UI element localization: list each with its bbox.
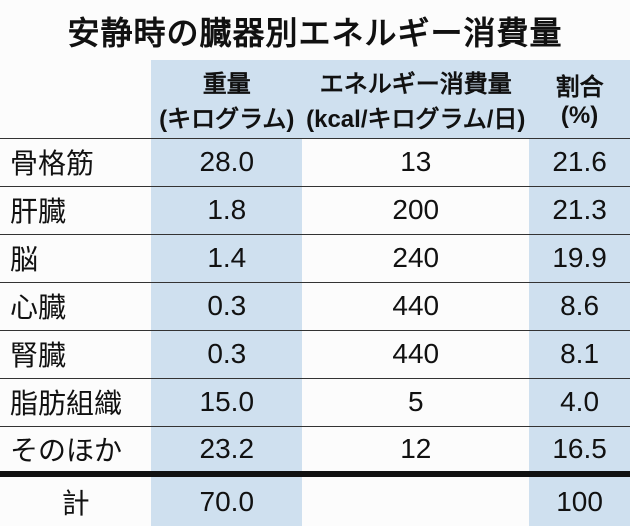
header-energy: エネルギー消費量 (kcal/キログラム/日): [302, 60, 529, 138]
header-weight-l2: (キログラム): [151, 99, 302, 134]
header-percent-l1: 割合: [529, 67, 630, 102]
header-energy-l1: エネルギー消費量: [302, 64, 529, 99]
table-row: 腎臓 0.3 440 8.1: [0, 330, 630, 378]
header-blank: [0, 60, 151, 138]
row-percent: 8.6: [529, 282, 630, 330]
total-energy: [302, 474, 529, 526]
row-percent: 8.1: [529, 330, 630, 378]
row-weight: 0.3: [151, 282, 302, 330]
row-name: そのほか: [0, 426, 151, 474]
table-body: 骨格筋 28.0 13 21.6 肝臓 1.8 200 21.3 脳 1.4 2…: [0, 138, 630, 474]
total-name: 計: [0, 474, 151, 526]
header-energy-l2: (kcal/キログラム/日): [302, 99, 529, 134]
row-percent: 4.0: [529, 378, 630, 426]
row-weight: 0.3: [151, 330, 302, 378]
table-row: 脂肪組織 15.0 5 4.0: [0, 378, 630, 426]
row-energy: 240: [302, 234, 529, 282]
row-energy: 12: [302, 426, 529, 474]
table-row: 肝臓 1.8 200 21.3: [0, 186, 630, 234]
row-percent: 21.6: [529, 138, 630, 186]
row-energy: 440: [302, 330, 529, 378]
total-row: 計 70.0 100: [0, 474, 630, 526]
table-row: 心臓 0.3 440 8.6: [0, 282, 630, 330]
row-percent: 16.5: [529, 426, 630, 474]
row-name: 脂肪組織: [0, 378, 151, 426]
row-percent: 21.3: [529, 186, 630, 234]
row-percent: 19.9: [529, 234, 630, 282]
row-energy: 13: [302, 138, 529, 186]
header-weight: 重量 (キログラム): [151, 60, 302, 138]
table-row: 脳 1.4 240 19.9: [0, 234, 630, 282]
total-weight: 70.0: [151, 474, 302, 526]
row-weight: 28.0: [151, 138, 302, 186]
row-name: 肝臓: [0, 186, 151, 234]
energy-table: 重量 (キログラム) エネルギー消費量 (kcal/キログラム/日) 割合 (%…: [0, 60, 630, 526]
row-name: 脳: [0, 234, 151, 282]
header-percent-l2: (%): [529, 102, 630, 130]
row-name: 骨格筋: [0, 138, 151, 186]
table-row: 骨格筋 28.0 13 21.6: [0, 138, 630, 186]
header-weight-l1: 重量: [151, 64, 302, 99]
header-percent: 割合 (%): [529, 60, 630, 138]
row-energy: 5: [302, 378, 529, 426]
table-row: そのほか 23.2 12 16.5: [0, 426, 630, 474]
row-name: 腎臓: [0, 330, 151, 378]
row-weight: 1.4: [151, 234, 302, 282]
row-weight: 1.8: [151, 186, 302, 234]
total-percent: 100: [529, 474, 630, 526]
row-name: 心臓: [0, 282, 151, 330]
row-energy: 440: [302, 282, 529, 330]
row-energy: 200: [302, 186, 529, 234]
row-weight: 15.0: [151, 378, 302, 426]
table-title: 安静時の臓器別エネルギー消費量: [0, 0, 630, 60]
header-row: 重量 (キログラム) エネルギー消費量 (kcal/キログラム/日) 割合 (%…: [0, 60, 630, 138]
table-container: 安静時の臓器別エネルギー消費量 重量 (キログラム) エネルギー消費量 (kca…: [0, 0, 630, 510]
row-weight: 23.2: [151, 426, 302, 474]
